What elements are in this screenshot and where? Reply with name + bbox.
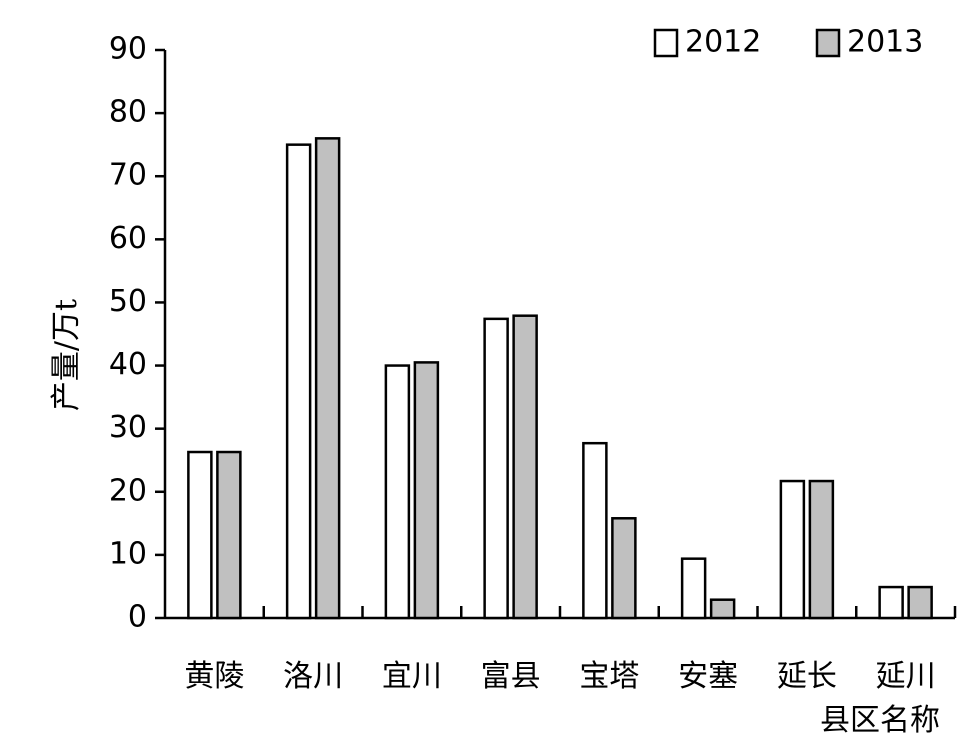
x-tick-label: 洛川 (283, 659, 343, 694)
bar (808, 479, 835, 620)
y-tick-label: 80 (109, 95, 147, 130)
bar (680, 557, 707, 620)
x-tick-label: 宝塔 (579, 659, 639, 694)
bar (216, 450, 242, 620)
y-tick-label: 60 (109, 221, 147, 256)
bar (878, 585, 904, 620)
bar (314, 137, 341, 620)
bar (582, 441, 608, 620)
y-axis-label: 产量/万t (49, 299, 84, 411)
x-tick-label: 黄陵 (184, 659, 244, 694)
bar (779, 479, 806, 620)
bar (187, 450, 213, 620)
y-tick-label: 70 (109, 158, 147, 193)
bar (512, 314, 538, 620)
bar (709, 598, 736, 620)
y-tick-label: 0 (128, 600, 147, 635)
bar (285, 143, 312, 620)
bar (384, 364, 411, 620)
y-tick-label: 10 (109, 536, 147, 571)
y-tick-label: 50 (109, 284, 147, 319)
x-axis-label: 县区名称 (820, 703, 940, 738)
x-tick-label: 延长 (777, 659, 837, 694)
bar (907, 585, 933, 620)
bar (611, 517, 637, 620)
bar (413, 361, 440, 620)
legend-swatch (653, 28, 679, 58)
legend-label: 2013 (847, 25, 923, 60)
bar (483, 317, 509, 620)
x-tick-label: 延川 (876, 659, 936, 694)
legend-label: 2012 (685, 25, 761, 60)
y-tick-label: 40 (109, 347, 147, 382)
legend-swatch (815, 28, 841, 58)
x-tick-label: 富县 (481, 659, 541, 694)
x-tick-label: 安塞 (678, 659, 738, 694)
y-tick-label: 90 (109, 32, 147, 67)
y-tick-label: 20 (109, 473, 147, 508)
y-tick-label: 30 (109, 410, 147, 445)
x-tick-label: 宜川 (382, 659, 442, 694)
